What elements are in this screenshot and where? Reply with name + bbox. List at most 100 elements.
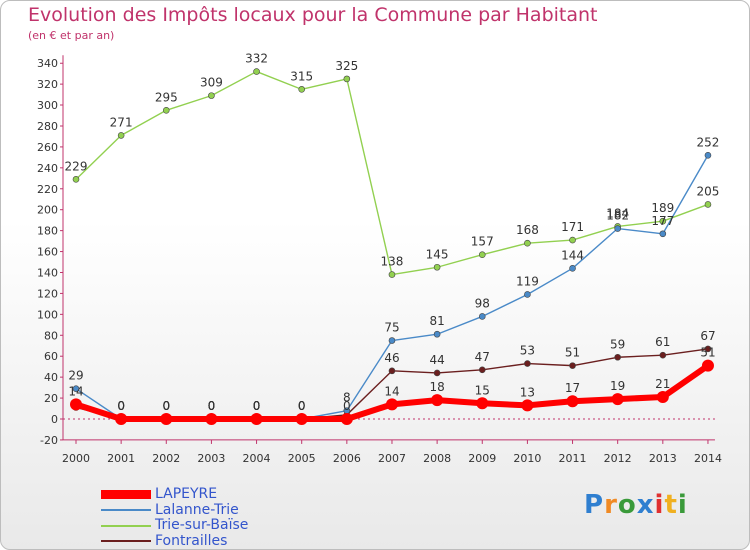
legend-swatch bbox=[101, 509, 151, 512]
data-point bbox=[70, 398, 82, 411]
y-tick-label: 200 bbox=[37, 204, 58, 217]
x-tick-label: 2005 bbox=[288, 452, 316, 465]
x-tick-label: 2011 bbox=[559, 452, 587, 465]
data-point bbox=[701, 359, 714, 372]
legend-item: LAPEYRE bbox=[101, 487, 248, 503]
data-label: 309 bbox=[200, 76, 223, 90]
legend-label: Fontrailles bbox=[155, 532, 228, 549]
logo-letter: i bbox=[654, 490, 665, 520]
data-label: 15 bbox=[475, 383, 490, 397]
data-point bbox=[524, 360, 531, 367]
proxiti-logo: Proxiti bbox=[584, 490, 688, 520]
data-label: 189 bbox=[651, 201, 674, 215]
data-label: 67 bbox=[700, 329, 715, 343]
data-label: 182 bbox=[606, 209, 629, 223]
data-label: 0 bbox=[208, 399, 216, 413]
legend-label: Lalanne-Trie bbox=[155, 501, 239, 518]
data-point bbox=[433, 330, 441, 338]
logo-letter: x bbox=[636, 490, 655, 520]
data-label: 271 bbox=[110, 115, 133, 129]
data-point bbox=[72, 176, 80, 183]
data-label: 0 bbox=[208, 399, 216, 413]
data-point bbox=[614, 225, 621, 232]
y-tick-label: 240 bbox=[37, 162, 58, 175]
legend-label: Trie-sur-Baïse bbox=[155, 517, 249, 534]
data-point bbox=[659, 217, 667, 225]
data-label: 19 bbox=[610, 379, 625, 393]
data-point bbox=[566, 395, 579, 408]
data-point bbox=[431, 394, 444, 407]
data-label: 29 bbox=[68, 369, 83, 383]
y-tick-label: 80 bbox=[44, 329, 58, 342]
y-tick-label: 100 bbox=[37, 308, 58, 321]
data-label: 44 bbox=[429, 353, 444, 367]
data-label: 295 bbox=[155, 90, 178, 104]
x-tick-label: 2002 bbox=[152, 452, 180, 465]
data-point bbox=[115, 413, 128, 425]
data-point bbox=[476, 397, 489, 410]
data-label: 0 bbox=[117, 399, 125, 413]
data-point bbox=[117, 132, 125, 139]
data-point bbox=[253, 68, 260, 75]
data-label: 144 bbox=[561, 248, 584, 262]
data-point bbox=[388, 337, 396, 344]
data-label: 119 bbox=[516, 274, 539, 288]
data-point bbox=[388, 271, 396, 278]
data-point bbox=[659, 351, 667, 359]
data-label: 0 bbox=[298, 399, 306, 413]
data-point bbox=[704, 151, 712, 159]
chart-title: Evolution des Impôts locaux pour la Comm… bbox=[28, 4, 598, 26]
x-tick-label: 2001 bbox=[107, 452, 135, 465]
data-point bbox=[205, 413, 218, 425]
y-tick-label: 300 bbox=[37, 99, 58, 112]
data-point bbox=[659, 230, 667, 238]
x-tick-label: 2006 bbox=[333, 452, 361, 465]
data-label: 98 bbox=[475, 296, 490, 310]
data-point bbox=[521, 399, 534, 412]
data-label: 252 bbox=[697, 135, 720, 149]
data-label: 177 bbox=[651, 214, 674, 228]
x-tick-label: 2007 bbox=[378, 452, 406, 465]
data-label: 205 bbox=[697, 184, 720, 198]
x-tick-label: 2008 bbox=[423, 452, 451, 465]
y-tick-label: 220 bbox=[37, 183, 58, 196]
data-label: 0 bbox=[117, 399, 125, 413]
x-tick-label: 2014 bbox=[694, 452, 722, 465]
x-tick-label: 2012 bbox=[604, 452, 632, 465]
y-tick-label: 60 bbox=[44, 350, 58, 363]
data-point bbox=[478, 313, 486, 320]
data-point bbox=[656, 391, 669, 404]
data-point bbox=[611, 393, 624, 406]
data-point bbox=[388, 367, 396, 375]
data-label: 17 bbox=[565, 381, 580, 395]
chart-legend: LAPEYRE Lalanne-Trie Trie-sur-Baïse Fontrai… bbox=[101, 487, 248, 549]
data-point bbox=[433, 369, 441, 377]
data-label: 325 bbox=[335, 59, 358, 73]
data-label: 157 bbox=[471, 235, 494, 249]
series-lapeyre bbox=[70, 359, 714, 425]
x-tick-label: 2003 bbox=[197, 452, 225, 465]
x-tick-label: 2013 bbox=[649, 452, 677, 465]
data-label: 53 bbox=[520, 344, 535, 358]
logo-letter: r bbox=[604, 490, 618, 520]
data-label: 145 bbox=[426, 247, 449, 261]
data-label: 168 bbox=[516, 223, 539, 237]
data-label: 59 bbox=[610, 337, 625, 351]
data-label: 18 bbox=[429, 380, 444, 394]
data-point bbox=[340, 413, 353, 425]
data-label: 13 bbox=[520, 385, 535, 399]
data-label: 51 bbox=[700, 346, 715, 360]
legend-item: Trie-sur-Baïse bbox=[101, 518, 248, 534]
logo-letter: t bbox=[664, 490, 678, 520]
legend-item: Fontrailles bbox=[101, 532, 248, 550]
data-label: 0 bbox=[343, 399, 351, 413]
y-tick-label: 0 bbox=[51, 413, 58, 426]
data-point bbox=[524, 291, 531, 298]
data-label: 0 bbox=[298, 399, 306, 413]
data-label: 171 bbox=[561, 220, 584, 234]
data-point bbox=[72, 385, 80, 392]
data-point bbox=[704, 345, 712, 353]
data-label: 75 bbox=[384, 321, 399, 335]
y-tick-label: -20 bbox=[40, 434, 58, 447]
